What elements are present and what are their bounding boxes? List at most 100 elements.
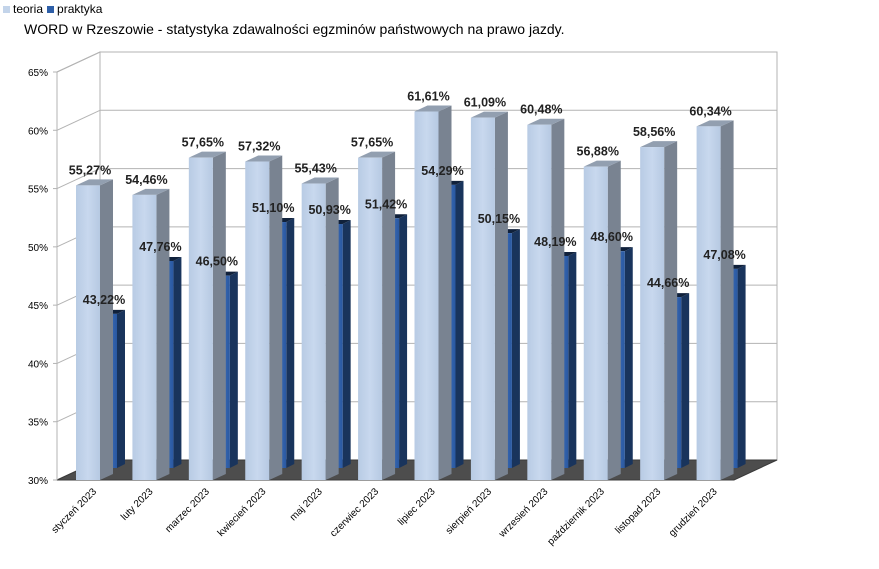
teoria-bar-5-top [301, 177, 339, 184]
teoria-bar-4-top [245, 155, 283, 162]
teoria-bar-2-side [156, 188, 170, 481]
praktyka-value-label: 44,66% [647, 276, 689, 290]
teoria-bar-4-front [245, 161, 270, 480]
data-labels: 43,22% 55,27% 47,76% 54,46% 46,50% 57,65% 51,1… [69, 90, 746, 307]
x-axis: styczeń 2023 luty 2023 marzec 2023 kwiecień… [50, 486, 720, 548]
y-tick-label: 50% [28, 243, 48, 254]
teoria-bar-3-front [188, 157, 213, 480]
teoria-bars [76, 105, 734, 481]
teoria-bar-3 [188, 151, 226, 480]
teoria-bar-4-side [269, 155, 283, 480]
teoria-value-label: 61,61% [407, 90, 449, 104]
teoria-bar-5-side [325, 177, 339, 481]
category-label: grudzień 2023 [667, 486, 720, 539]
teoria-bar-2-front [132, 194, 157, 481]
praktyka-bar-side [342, 220, 351, 468]
category-label: styczeń 2023 [50, 486, 100, 536]
praktyka-value-label: 50,93% [308, 203, 350, 217]
teoria-value-label: 60,34% [689, 104, 731, 118]
teoria-bar-4 [245, 155, 283, 480]
teoria-bar-12-side [720, 120, 734, 480]
teoria-value-label: 60,48% [520, 103, 562, 117]
teoria-bar-1-side [100, 179, 113, 480]
category-label: marzec 2023 [163, 486, 212, 535]
category-label: sierpień 2023 [444, 486, 495, 537]
praktyka-bar-side [511, 229, 520, 468]
category-label: październik 2023 [546, 486, 608, 548]
praktyka-value-label: 43,22% [83, 293, 125, 307]
praktyka-bar-side [286, 218, 295, 468]
teoria-bar-3-side [212, 151, 226, 480]
praktyka-bar-side [681, 293, 690, 468]
teoria-value-label: 57,32% [238, 140, 280, 154]
teoria-bar-9-front [527, 124, 552, 481]
legend-swatch-teoria [3, 5, 10, 13]
gridline-side [56, 168, 101, 190]
teoria-bar-12-front [696, 126, 721, 480]
teoria-bar-12 [696, 120, 734, 480]
teoria-value-label: 56,88% [577, 145, 619, 159]
praktyka-value-label: 51,10% [252, 201, 294, 215]
chart-title: WORD w Rzeszowie - statystyka zdawalnośc… [24, 21, 565, 37]
teoria-value-label: 57,65% [182, 136, 224, 150]
teoria-bar-3-top [188, 151, 226, 158]
teoria-bar-11-front [640, 147, 665, 480]
y-tick-label: 35% [28, 418, 48, 429]
praktyka-value-label: 48,19% [534, 235, 576, 249]
praktyka-value-label: 48,60% [591, 230, 633, 244]
teoria-bar-8-front [470, 117, 495, 480]
teoria-bar-7 [414, 105, 452, 481]
gridline-side [56, 51, 101, 73]
teoria-bar-6 [358, 151, 396, 480]
legend-label-praktyka: praktyka [57, 2, 103, 16]
teoria-bar-1-front [76, 185, 100, 480]
teoria-bar-9 [527, 118, 565, 481]
praktyka-value-label: 47,08% [703, 248, 745, 262]
teoria-bar-9-side [551, 118, 565, 481]
y-tick-label: 55% [28, 185, 48, 196]
y-tick-label: 40% [28, 359, 48, 370]
legend-label-teoria: teoria [13, 2, 44, 16]
praktyka-bar-side [568, 251, 577, 468]
category-label: wrzesień 2023 [496, 486, 550, 540]
legend-item-teoria: teoria [3, 2, 43, 16]
y-tick-label: 45% [28, 301, 48, 312]
teoria-value-label: 55,27% [69, 163, 111, 177]
praktyka-bar-side [399, 214, 408, 468]
teoria-bar-11-side [664, 141, 678, 480]
category-label: czerwiec 2023 [328, 486, 381, 539]
praktyka-bar-side [737, 264, 746, 468]
category-label: listopad 2023 [613, 486, 663, 536]
legend-swatch-praktyka [47, 5, 55, 13]
teoria-value-label: 57,65% [351, 136, 393, 150]
teoria-bar-2-top [132, 188, 170, 195]
praktyka-bar-side [173, 256, 182, 468]
teoria-bar-8-top [470, 111, 508, 118]
teoria-bar-11 [640, 141, 678, 480]
y-axis: 30% 35% 40% 45% 50% 55% 60% 65% [28, 68, 58, 487]
teoria-bar-7-top [414, 105, 452, 112]
teoria-value-label: 61,09% [464, 96, 506, 110]
teoria-bar-9-top [527, 118, 565, 125]
legend-item-praktyka: praktyka [47, 2, 102, 16]
teoria-value-label: 55,43% [294, 162, 336, 176]
teoria-bar-1-top [76, 179, 113, 186]
teoria-bar-2 [132, 188, 170, 481]
praktyka-value-label: 47,76% [139, 240, 181, 254]
teoria-bar-7-front [414, 111, 439, 481]
teoria-bar-1 [76, 179, 113, 480]
category-label: luty 2023 [119, 486, 156, 523]
teoria-bar-11-top [640, 141, 678, 148]
teoria-bar-8-side [494, 111, 508, 480]
teoria-bar-8 [470, 111, 508, 480]
praktyka-bar-side [624, 247, 633, 468]
category-label: kwiecień 2023 [216, 486, 269, 539]
teoria-bar-12-top [696, 120, 734, 127]
y-tick-label: 60% [28, 126, 48, 137]
teoria-bar-10-front [583, 166, 608, 480]
legend: teoria praktyka [3, 2, 102, 16]
category-label: maj 2023 [288, 486, 325, 523]
teoria-bar-7-side [438, 105, 452, 481]
praktyka-bar-side [117, 309, 125, 468]
